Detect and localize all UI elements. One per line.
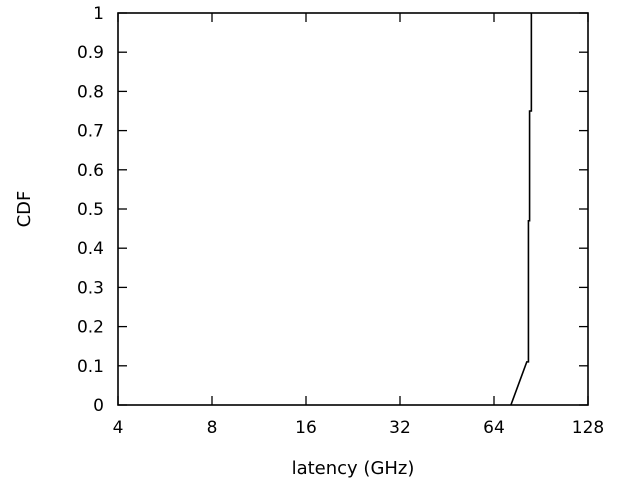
x-tick-label: 64 xyxy=(483,418,505,438)
y-axis-ticks: 0 0.1 0.2 0.3 0.4 0.5 0.6 0.7 0.8 0.9 1 xyxy=(77,4,588,416)
y-tick-label: 0.5 xyxy=(77,200,104,220)
cdf-series-line xyxy=(510,13,533,406)
y-tick-label: 1 xyxy=(93,4,104,24)
y-tick-label: 0.9 xyxy=(77,43,104,63)
y-tick-label: 0.8 xyxy=(77,82,104,102)
series-group xyxy=(510,13,533,406)
y-tick-label: 0.1 xyxy=(77,357,104,377)
y-tick-label: 0.3 xyxy=(77,278,104,298)
y-tick-label: 0.7 xyxy=(77,122,104,142)
x-tick-label: 16 xyxy=(295,418,317,438)
x-tick-label: 32 xyxy=(389,418,411,438)
x-tick-label: 128 xyxy=(572,418,604,438)
x-tick-label: 8 xyxy=(207,418,218,438)
x-axis-ticks: 4 8 16 32 64 128 xyxy=(113,13,604,438)
x-tick-label: 4 xyxy=(113,418,124,438)
y-tick-label: 0.2 xyxy=(77,318,104,338)
y-tick-label: 0.6 xyxy=(77,161,104,181)
x-axis-label: latency (GHz) xyxy=(292,458,415,479)
y-tick-label: 0 xyxy=(93,396,104,416)
y-tick-label: 0.4 xyxy=(77,239,104,259)
y-axis-label: CDF xyxy=(14,191,35,228)
plot-frame xyxy=(117,12,589,406)
